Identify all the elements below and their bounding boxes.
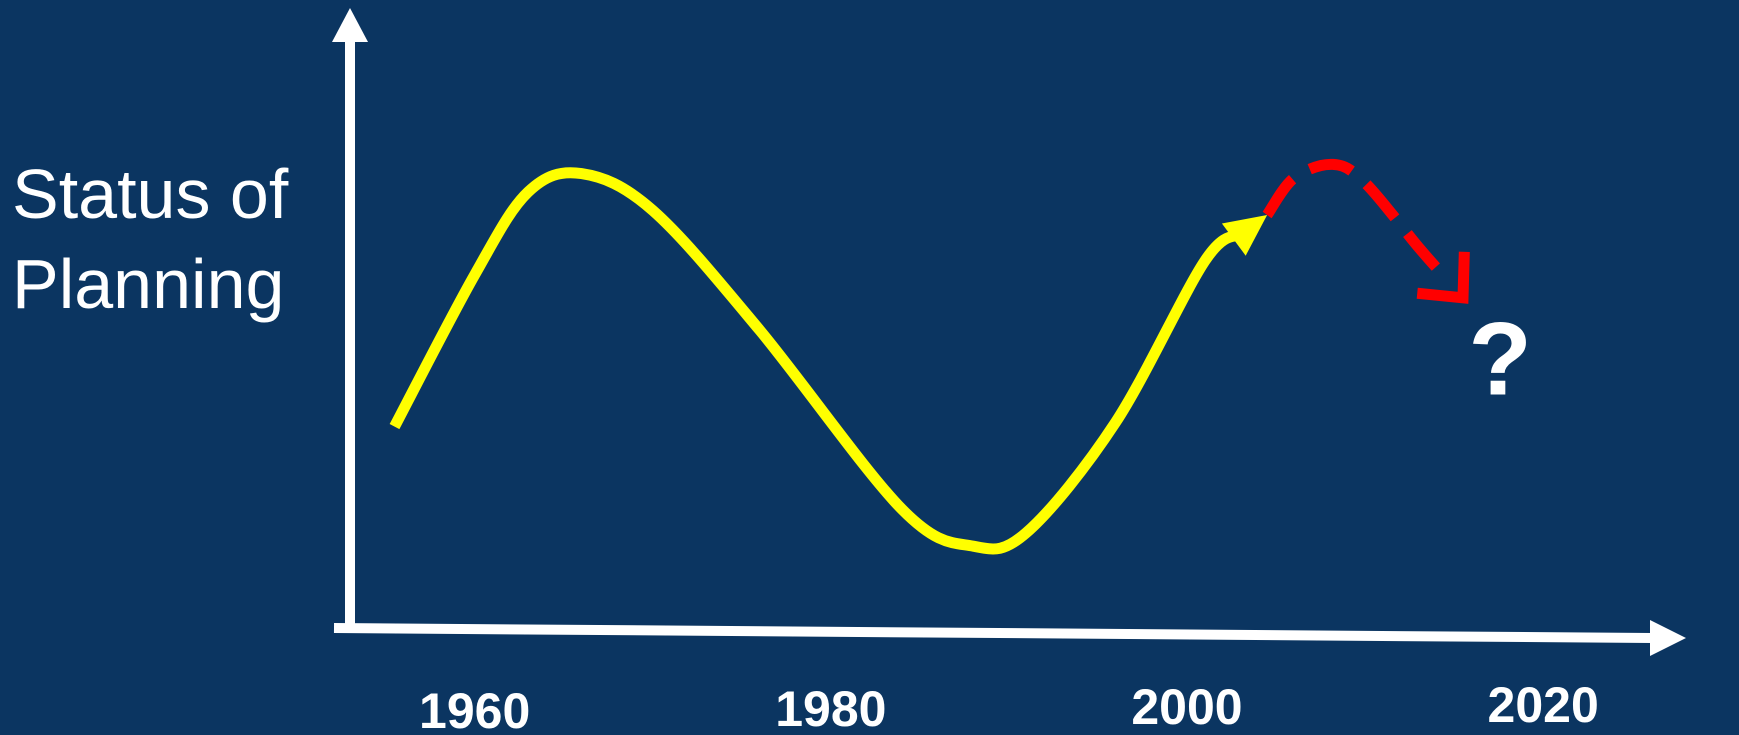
x-tick-label-2000: 2000: [1131, 679, 1242, 735]
question-mark-annotation: ?: [1468, 301, 1532, 417]
y-axis-label: Status of Planning: [12, 155, 289, 323]
axes: [332, 8, 1686, 656]
annotation-layer: ?: [1468, 301, 1532, 417]
x-axis-line: [333, 623, 1653, 643]
history-line: [389, 167, 1245, 555]
x-tick-label-1960: 1960: [419, 683, 530, 735]
projection-line: [1262, 158, 1446, 278]
y-axis-label-line-2: Planning: [12, 245, 284, 323]
series-layer: [389, 158, 1470, 555]
x-tick-label-2020: 2020: [1488, 677, 1599, 733]
x-tick-label-1980: 1980: [775, 681, 886, 735]
projection-series: [1262, 158, 1470, 304]
history-series: [389, 167, 1268, 555]
y-axis-arrowhead: [332, 8, 368, 42]
projection-arrowhead: [1416, 251, 1470, 304]
y-axis-label-line-1: Status of: [12, 155, 289, 233]
x-axis-arrowhead: [1650, 620, 1686, 656]
x-tick-labels: 1960 1980 2000 2020: [419, 677, 1599, 735]
history-arrowhead: [1221, 215, 1268, 256]
